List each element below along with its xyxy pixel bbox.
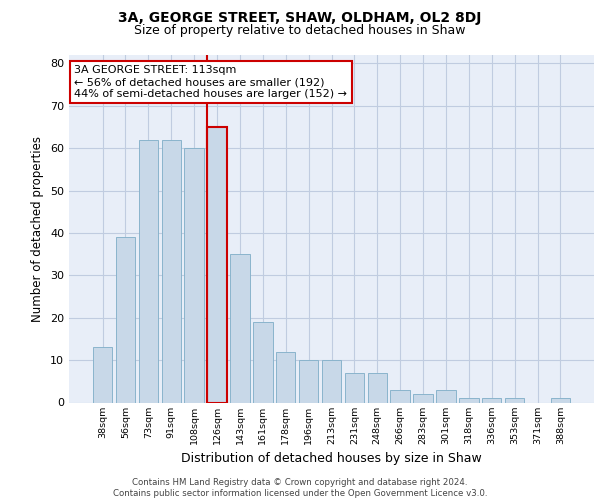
- Bar: [551, 398, 570, 402]
- Bar: [459, 398, 479, 402]
- Bar: [391, 390, 410, 402]
- Bar: [368, 373, 387, 402]
- Bar: [322, 360, 341, 403]
- Bar: [344, 373, 364, 402]
- Bar: [139, 140, 158, 402]
- Bar: [299, 360, 319, 403]
- Text: 3A, GEORGE STREET, SHAW, OLDHAM, OL2 8DJ: 3A, GEORGE STREET, SHAW, OLDHAM, OL2 8DJ: [118, 11, 482, 25]
- Bar: [413, 394, 433, 402]
- Bar: [482, 398, 502, 402]
- Bar: [505, 398, 524, 402]
- Bar: [253, 322, 272, 402]
- Bar: [93, 348, 112, 403]
- Text: 3A GEORGE STREET: 113sqm
← 56% of detached houses are smaller (192)
44% of semi-: 3A GEORGE STREET: 113sqm ← 56% of detach…: [74, 66, 347, 98]
- Bar: [208, 127, 227, 402]
- Y-axis label: Number of detached properties: Number of detached properties: [31, 136, 44, 322]
- Bar: [184, 148, 204, 403]
- Bar: [161, 140, 181, 402]
- Bar: [116, 237, 135, 402]
- Bar: [276, 352, 295, 403]
- X-axis label: Distribution of detached houses by size in Shaw: Distribution of detached houses by size …: [181, 452, 482, 465]
- Bar: [230, 254, 250, 402]
- Text: Size of property relative to detached houses in Shaw: Size of property relative to detached ho…: [134, 24, 466, 37]
- Text: Contains HM Land Registry data © Crown copyright and database right 2024.
Contai: Contains HM Land Registry data © Crown c…: [113, 478, 487, 498]
- Bar: [436, 390, 455, 402]
